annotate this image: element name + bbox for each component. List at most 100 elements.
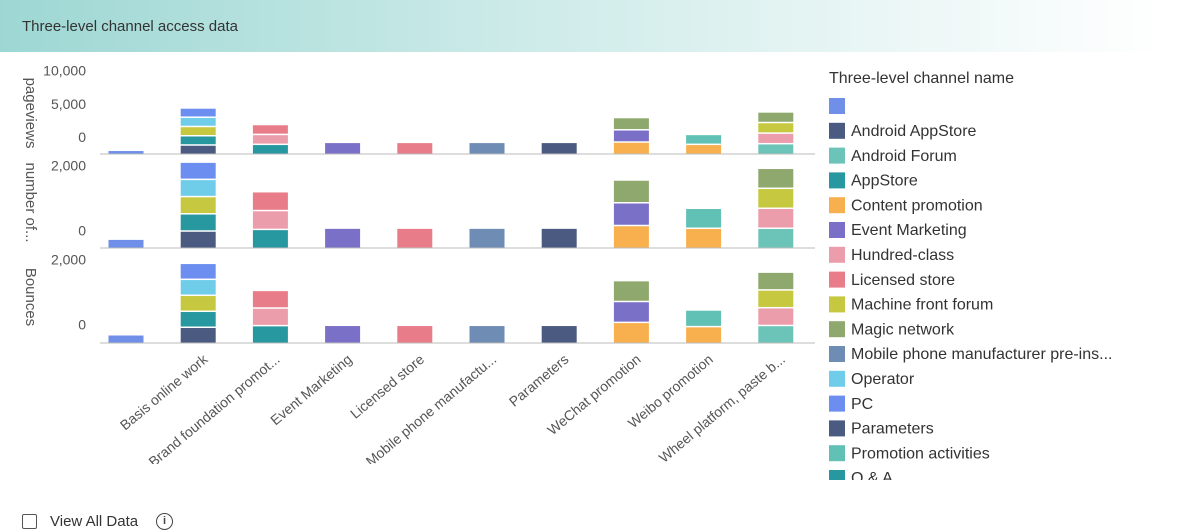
bar-segment (108, 335, 144, 343)
bar-segment (758, 209, 794, 228)
bar-segment (613, 226, 649, 248)
bar-segment (469, 143, 505, 154)
x-tick-label: Wheel platform, paste b... (656, 351, 788, 466)
bar-segment (686, 145, 722, 154)
legend-label: Hundred-class (851, 247, 954, 264)
legend-label: Event Marketing (851, 222, 967, 239)
bar-segment (252, 326, 288, 343)
bar-segment (252, 230, 288, 248)
info-icon[interactable]: i (156, 513, 173, 530)
legend-label: Content promotion (851, 197, 983, 214)
bar-segment (758, 229, 794, 248)
bar-segment (613, 203, 649, 225)
legend-swatch (829, 222, 845, 238)
bar-segment (180, 296, 216, 311)
legend-label: Promotion activities (851, 445, 990, 462)
bar-segment (397, 143, 433, 154)
legend-label: Operator (851, 371, 915, 388)
legend-label: AppStore (851, 173, 918, 190)
legend-swatch (829, 445, 845, 462)
y-tick-label: 10,000 (43, 63, 86, 79)
legend: Android AppStore Android Forum AppStore Con… (829, 98, 1112, 487)
bar-segment (613, 323, 649, 343)
legend-swatch (829, 420, 845, 437)
bar-segment (758, 169, 794, 188)
bar-segment (613, 142, 649, 154)
y-tick-label: 2,000 (51, 157, 86, 173)
bar-segment (180, 312, 216, 327)
bar-segment (180, 162, 216, 179)
legend-label: Q & A (851, 470, 893, 487)
bar-segment (108, 151, 144, 154)
legend-label: Parameters (851, 421, 934, 438)
y-axis-label: number of... (22, 162, 39, 242)
legend-label: Android Forum (851, 148, 957, 165)
y-tick-label: 2,000 (51, 251, 86, 267)
bar-segment (469, 228, 505, 248)
legend-swatch (829, 246, 845, 263)
bar-segment (758, 326, 794, 343)
bar-segment (758, 308, 794, 325)
bar-segment (469, 326, 505, 343)
bar-segment (180, 214, 216, 231)
bar-segment (541, 228, 577, 248)
bar-segment (758, 189, 794, 208)
legend-swatch (829, 470, 845, 480)
bar-segment (252, 125, 288, 134)
panel-title: Three-level channel access data (22, 18, 238, 35)
legend-label: Licensed store (851, 272, 955, 289)
bar-segment (758, 112, 794, 122)
panel-header: Three-level channel access data (0, 0, 1165, 52)
legend-label: Android AppStore (851, 123, 977, 140)
legend-title: Three-level channel name (829, 70, 1014, 87)
bar-segment (613, 302, 649, 322)
bar-segment (397, 326, 433, 343)
bar-segment (686, 327, 722, 343)
bar-segment (613, 118, 649, 130)
bar-segment (252, 211, 288, 229)
legend-label: Machine front forum (851, 297, 993, 314)
bar-segment (180, 197, 216, 214)
y-axis-label: Bounces (22, 268, 39, 326)
bar-segment (180, 180, 216, 196)
bar-segment (758, 133, 794, 143)
bar-segment (180, 117, 216, 126)
bar-segment (758, 272, 794, 290)
x-tick-label: Parameters (506, 351, 572, 410)
legend-swatch (829, 395, 845, 412)
x-tick-label: Licensed store (347, 351, 427, 422)
legend-swatch (829, 271, 845, 288)
legend-swatch (829, 346, 845, 362)
legend-label: PC (851, 396, 873, 413)
legend-swatch (829, 122, 845, 139)
bar-segment (686, 310, 722, 326)
bar-segment (541, 326, 577, 343)
bar-segment (613, 281, 649, 301)
x-tick-label: Brand foundation promot... (145, 351, 282, 470)
bar-segment (252, 291, 288, 308)
bar-segment (180, 280, 216, 295)
y-tick-label: 5,000 (51, 96, 86, 112)
legend-swatch (829, 98, 845, 114)
bar-segment (252, 145, 288, 154)
bar-segment (180, 264, 216, 279)
bar-segment (541, 143, 577, 154)
chart: Three-level channel name Android AppStor… (22, 63, 1112, 487)
legend-swatch (829, 197, 845, 214)
legend-swatch (829, 321, 845, 338)
checkbox-label[interactable]: View All Data (50, 513, 139, 530)
legend-swatch (829, 370, 845, 387)
bar-segment (108, 239, 144, 248)
bar-segment (758, 290, 794, 307)
y-tick-label: 0 (78, 222, 86, 238)
legend-swatch (829, 296, 845, 313)
bar-segment (325, 326, 361, 343)
bar-segment (180, 108, 216, 117)
legend-swatch (829, 147, 845, 164)
bar-segment (325, 143, 361, 154)
bar-segment (758, 123, 794, 133)
bar-segment (397, 228, 433, 248)
legend-swatch (829, 172, 845, 189)
bar-segment (686, 135, 722, 144)
